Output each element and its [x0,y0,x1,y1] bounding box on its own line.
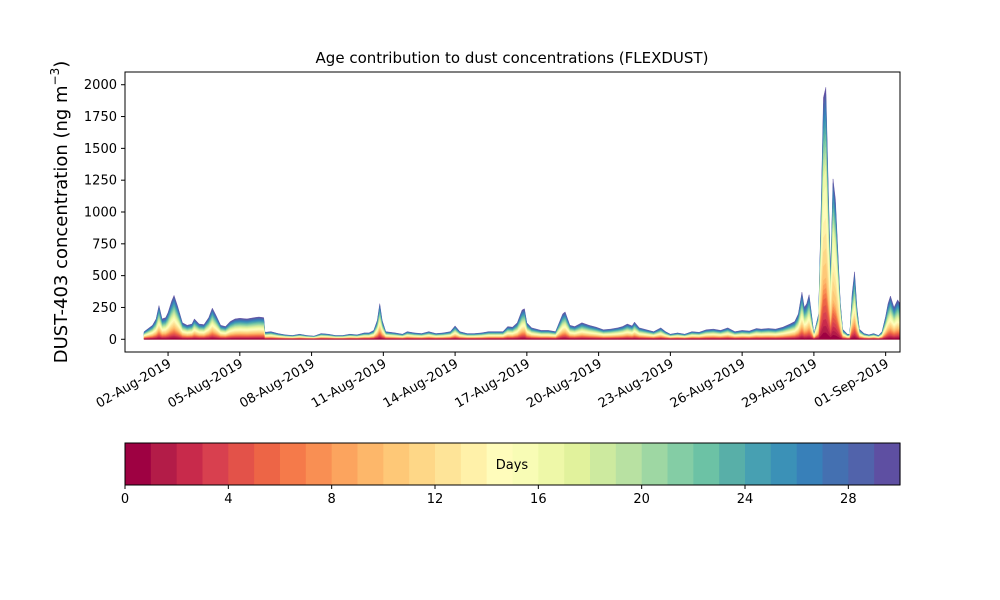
colorbar-label: Days [496,458,529,473]
colorbar-segment [125,443,152,485]
colorbar-segment [460,443,488,485]
y-tick-label: 750 [92,237,117,252]
colorbar-tick-label: 0 [121,492,129,507]
colorbar-segment [280,443,307,485]
colorbar [124,442,901,486]
y-axis-label-end: ) [51,61,72,68]
colorbar-segment [305,443,333,485]
age-area-band [143,332,900,340]
colorbar-segment [202,443,229,485]
colorbar-segment [822,443,849,485]
y-tick-label: 250 [92,301,117,316]
colorbar-segment [538,443,565,485]
colorbar-segment [874,443,901,485]
colorbar-tick-label: 8 [328,492,336,507]
colorbar-segment [564,443,591,485]
colorbar-segment [641,443,669,485]
colorbar-segment [796,443,824,485]
colorbar-tick-label: 12 [427,492,444,507]
y-tick-label: 1750 [84,110,117,125]
colorbar-segment [357,443,384,485]
colorbar-segment [176,443,204,485]
colorbar-tick-label: 24 [737,492,754,507]
colorbar-segment [745,443,772,485]
plot-area [143,87,900,340]
colorbar-tick-label: 4 [224,492,232,507]
colorbar-frame [124,442,901,486]
colorbar-tick-label: 20 [633,492,650,507]
y-axis-label-superscript: −3 [48,68,62,86]
colorbar-segment [693,443,720,485]
colorbar-segment [719,443,746,485]
colorbar-segment [228,443,255,485]
colorbar-segment [667,443,694,485]
y-tick-label: 500 [92,269,117,284]
colorbar-segment [615,443,643,485]
colorbar-segment [254,443,281,485]
y-axis-label-main: DUST-403 concentration (ng m [51,85,72,363]
colorbar-segment [150,443,178,485]
colorbar-segment [331,443,359,485]
colorbar-segment [512,443,539,485]
colorbar-segment [409,443,436,485]
colorbar-segment [770,443,798,485]
y-tick-label: 0 [109,333,117,348]
colorbar-segment [435,443,462,485]
y-axis-label: DUST-403 concentration (ng m−3) [48,61,72,364]
colorbar-tick-label: 28 [840,492,857,507]
y-tick-label: 2000 [84,78,117,93]
colorbar-segment [848,443,875,485]
colorbar-segment [486,443,514,485]
y-tick-label: 1250 [84,174,117,189]
colorbar-tick-label: 16 [530,492,547,507]
colorbar-segment [590,443,617,485]
y-axis: 0 250 500 750 1000 1250 1500 1750 2000 [84,78,125,348]
y-tick-label: 1500 [84,142,117,157]
colorbar-segment [383,443,410,485]
chart-title: Age contribution to dust concentrations … [316,49,709,67]
colorbar-axis: 0 4 8 12 16 20 24 28 [121,485,857,507]
y-tick-label: 1000 [84,206,117,221]
